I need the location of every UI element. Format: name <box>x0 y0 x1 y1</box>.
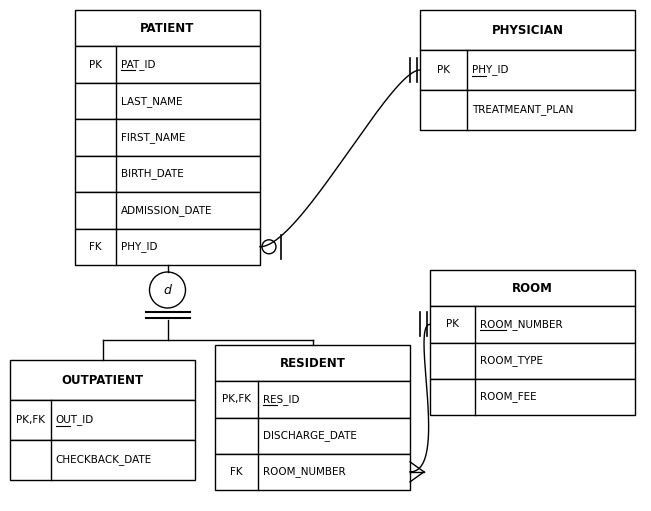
Bar <box>420 90 635 130</box>
Text: PK,FK: PK,FK <box>16 415 45 425</box>
Text: d: d <box>163 284 171 296</box>
Text: PHYSICIAN: PHYSICIAN <box>492 24 564 36</box>
Text: PAT_ID: PAT_ID <box>120 59 155 70</box>
Text: PHY_ID: PHY_ID <box>472 64 509 76</box>
Bar <box>75 119 260 156</box>
Text: FK: FK <box>230 467 243 477</box>
Text: ROOM: ROOM <box>512 282 553 295</box>
Text: PK: PK <box>437 65 450 75</box>
Bar <box>10 400 195 440</box>
Bar <box>430 306 635 342</box>
Bar <box>215 381 410 417</box>
Bar <box>75 156 260 192</box>
Text: FIRST_NAME: FIRST_NAME <box>120 132 185 143</box>
Text: ROOM_NUMBER: ROOM_NUMBER <box>263 467 346 477</box>
Bar <box>75 83 260 119</box>
Text: PHY_ID: PHY_ID <box>120 241 157 252</box>
Bar <box>75 228 260 265</box>
Bar <box>10 360 195 400</box>
Bar <box>430 342 635 379</box>
Bar <box>75 192 260 228</box>
Bar <box>420 50 635 90</box>
Bar <box>75 47 260 83</box>
Text: DISCHARGE_DATE: DISCHARGE_DATE <box>263 430 357 441</box>
Bar <box>420 10 635 50</box>
Text: OUTPATIENT: OUTPATIENT <box>61 374 144 386</box>
Text: LAST_NAME: LAST_NAME <box>120 96 182 106</box>
Text: OUT_ID: OUT_ID <box>56 414 94 426</box>
Text: BIRTH_DATE: BIRTH_DATE <box>120 169 184 179</box>
Text: FK: FK <box>89 242 102 252</box>
Text: PATIENT: PATIENT <box>141 21 195 35</box>
Text: ROOM_NUMBER: ROOM_NUMBER <box>480 319 562 330</box>
Bar <box>10 440 195 480</box>
Text: RES_ID: RES_ID <box>263 394 299 405</box>
Text: PK: PK <box>89 60 102 69</box>
Text: ROOM_FEE: ROOM_FEE <box>480 391 536 402</box>
Text: ROOM_TYPE: ROOM_TYPE <box>480 355 543 366</box>
Bar <box>215 454 410 490</box>
Text: TREATMEANT_PLAN: TREATMEANT_PLAN <box>472 105 574 115</box>
Bar <box>75 10 260 47</box>
Text: PK: PK <box>446 319 459 330</box>
Text: ADMISSION_DATE: ADMISSION_DATE <box>120 205 212 216</box>
Bar <box>215 417 410 454</box>
Text: RESIDENT: RESIDENT <box>279 357 346 369</box>
Text: PK,FK: PK,FK <box>222 394 251 404</box>
Bar <box>430 379 635 415</box>
Bar <box>430 270 635 306</box>
Text: CHECKBACK_DATE: CHECKBACK_DATE <box>56 455 152 466</box>
Bar <box>215 345 410 381</box>
